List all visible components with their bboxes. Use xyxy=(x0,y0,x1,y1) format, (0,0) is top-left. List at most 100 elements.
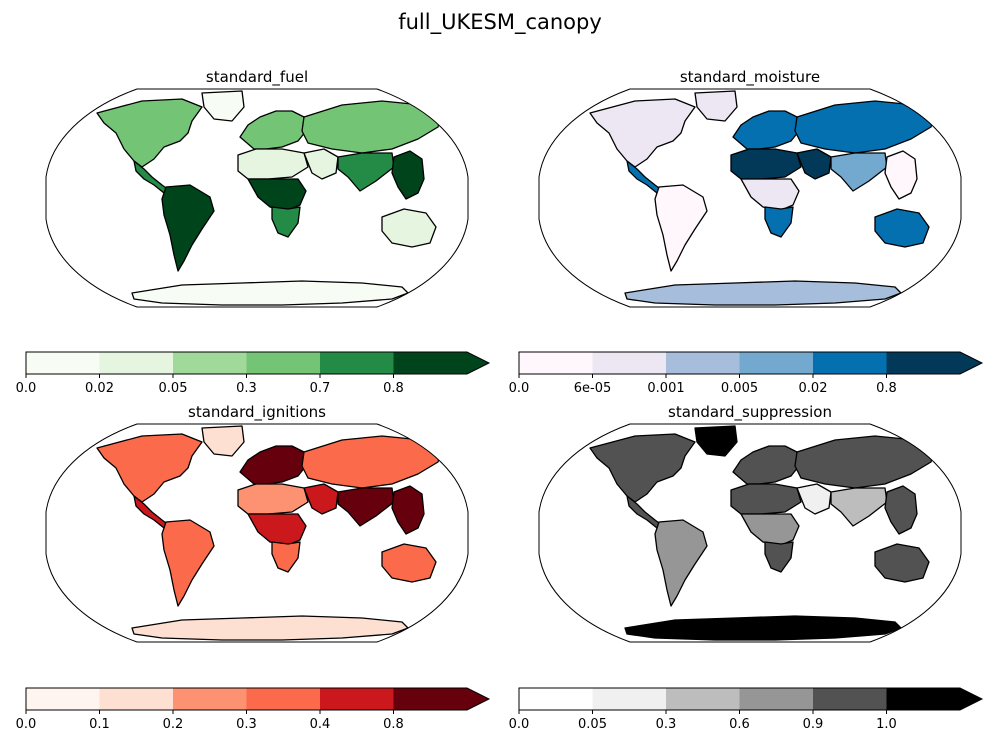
region-northern-asia xyxy=(794,435,936,489)
region-sahara xyxy=(730,148,802,180)
colorbar-suppression: 0.0 0.05 0.3 0.6 0.9 1.0 xyxy=(509,687,984,732)
colorbar-tick-label: 0.3 xyxy=(236,381,257,396)
colorbar-frame xyxy=(25,351,491,375)
region-north-america xyxy=(589,98,696,168)
region-south-america xyxy=(161,519,215,607)
colorbar-fuel: 0.0 0.02 0.05 0.3 0.7 0.8 xyxy=(16,351,491,396)
colorbar-segment xyxy=(393,352,489,374)
region-southeast-asia xyxy=(884,485,918,535)
region-north-america xyxy=(96,98,203,168)
region-southern-africa xyxy=(271,541,301,573)
region-south-america xyxy=(161,184,215,272)
region-greenland xyxy=(201,90,245,122)
colorbar-segment xyxy=(886,688,982,710)
region-southern-africa xyxy=(271,206,301,238)
colorbar-tick-label: 0.6 xyxy=(729,717,750,732)
panel-title-suppression: standard_suppression xyxy=(668,403,832,421)
colorbar-tick-label: 0.7 xyxy=(310,381,331,396)
colorbar-segment xyxy=(813,352,887,374)
colorbar-tick-label: 0.8 xyxy=(383,717,404,732)
region-south-asia xyxy=(830,152,888,192)
region-southeast-asia xyxy=(884,150,918,200)
colorbar-frame xyxy=(518,351,984,375)
colorbar-tick-label: 0.0 xyxy=(509,381,530,396)
colorbar-moisture: 0.0 6e-05 0.001 0.005 0.02 0.8 xyxy=(509,351,984,396)
region-australia xyxy=(874,543,930,583)
map-boundary xyxy=(45,423,469,643)
region-middle-east xyxy=(796,483,832,515)
region-central-africa xyxy=(247,513,307,547)
colorbar-tick-label: 0.05 xyxy=(159,381,188,396)
region-greenland xyxy=(694,90,738,122)
region-southeast-asia xyxy=(391,485,425,535)
map-boundary xyxy=(538,88,962,308)
region-southern-africa xyxy=(764,541,794,573)
region-middle-east xyxy=(303,148,339,180)
colorbar-segment xyxy=(173,352,247,374)
region-south-asia xyxy=(337,487,395,527)
region-central-africa xyxy=(740,178,800,212)
region-australia xyxy=(381,543,437,583)
colorbar-tick-label: 0.3 xyxy=(236,717,257,732)
region-northern-asia xyxy=(301,435,443,489)
region-south-asia xyxy=(337,152,395,192)
region-south-america xyxy=(654,519,708,607)
colorbar-tick-label: 0.8 xyxy=(876,381,897,396)
region-northern-asia xyxy=(794,100,936,154)
panel-title-moisture: standard_moisture xyxy=(679,68,821,86)
colorbar-segment xyxy=(592,352,667,374)
region-sahara xyxy=(730,483,802,515)
colorbar-segment xyxy=(99,688,174,710)
colorbar-tick-label: 1.0 xyxy=(876,717,897,732)
colorbar-tick-label: 0.3 xyxy=(656,717,677,732)
colorbar-tick-label: 0.02 xyxy=(85,381,114,396)
region-central-africa xyxy=(740,513,800,547)
colorbar-tick-label: 0.4 xyxy=(310,717,331,732)
colorbar-frame xyxy=(518,687,984,711)
colorbar-segment xyxy=(739,352,814,374)
region-greenland xyxy=(201,425,245,457)
region-southern-africa xyxy=(764,206,794,238)
region-northern-asia xyxy=(301,100,443,154)
map-boundary xyxy=(538,423,962,643)
region-middle-east xyxy=(796,148,832,180)
region-australia xyxy=(381,208,437,248)
colorbar-tick-label: 0.0 xyxy=(509,717,530,732)
colorbar-segment xyxy=(246,352,321,374)
colorbar-segment xyxy=(320,352,394,374)
colorbar-segment xyxy=(320,688,394,710)
colorbar-tick-label: 0.9 xyxy=(803,717,824,732)
colorbar-segment xyxy=(813,688,887,710)
panel-title-fuel: standard_fuel xyxy=(205,68,309,86)
map-fuel xyxy=(45,88,469,308)
map-boundary xyxy=(45,88,469,308)
colorbar-segment xyxy=(519,688,593,710)
colorbar-tick-label: 0.02 xyxy=(799,381,828,396)
colorbar-tick-label: 0.001 xyxy=(647,381,684,396)
colorbar-tick-label: 0.0 xyxy=(16,717,37,732)
region-sahara xyxy=(237,148,309,180)
map-moisture xyxy=(538,88,962,308)
region-south-america xyxy=(654,184,708,272)
colorbar-tick-label: 0.2 xyxy=(163,717,184,732)
region-north-america xyxy=(96,433,203,503)
colorbar-segment xyxy=(886,352,982,374)
colorbar-ignitions: 0.0 0.1 0.2 0.3 0.4 0.8 xyxy=(16,687,491,732)
colorbar-segment xyxy=(666,688,740,710)
map-ignitions xyxy=(45,423,469,643)
region-australia xyxy=(874,208,930,248)
colorbar-segment xyxy=(666,352,740,374)
colorbar-segment xyxy=(26,688,100,710)
map-suppression xyxy=(538,423,962,643)
colorbar-segment xyxy=(519,352,593,374)
region-middle-east xyxy=(303,483,339,515)
region-sahara xyxy=(237,483,309,515)
colorbar-segment xyxy=(739,688,814,710)
colorbar-tick-label: 0.005 xyxy=(721,381,758,396)
region-north-america xyxy=(589,433,696,503)
region-antarctica xyxy=(624,280,902,306)
colorbar-tick-label: 0.8 xyxy=(383,381,404,396)
colorbar-segment xyxy=(393,688,489,710)
colorbar-segment xyxy=(173,688,247,710)
region-central-africa xyxy=(247,178,307,212)
